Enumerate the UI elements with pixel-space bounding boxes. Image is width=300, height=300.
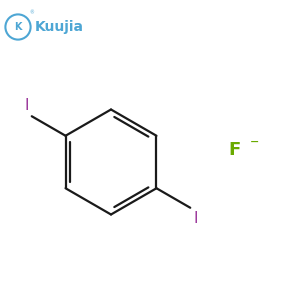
Text: K: K [14, 22, 22, 32]
Text: −: − [250, 136, 259, 147]
Text: Kuujia: Kuujia [34, 20, 83, 34]
Text: F: F [228, 141, 240, 159]
Text: ®: ® [30, 11, 34, 15]
Text: I: I [193, 211, 198, 226]
Text: I: I [24, 98, 29, 113]
